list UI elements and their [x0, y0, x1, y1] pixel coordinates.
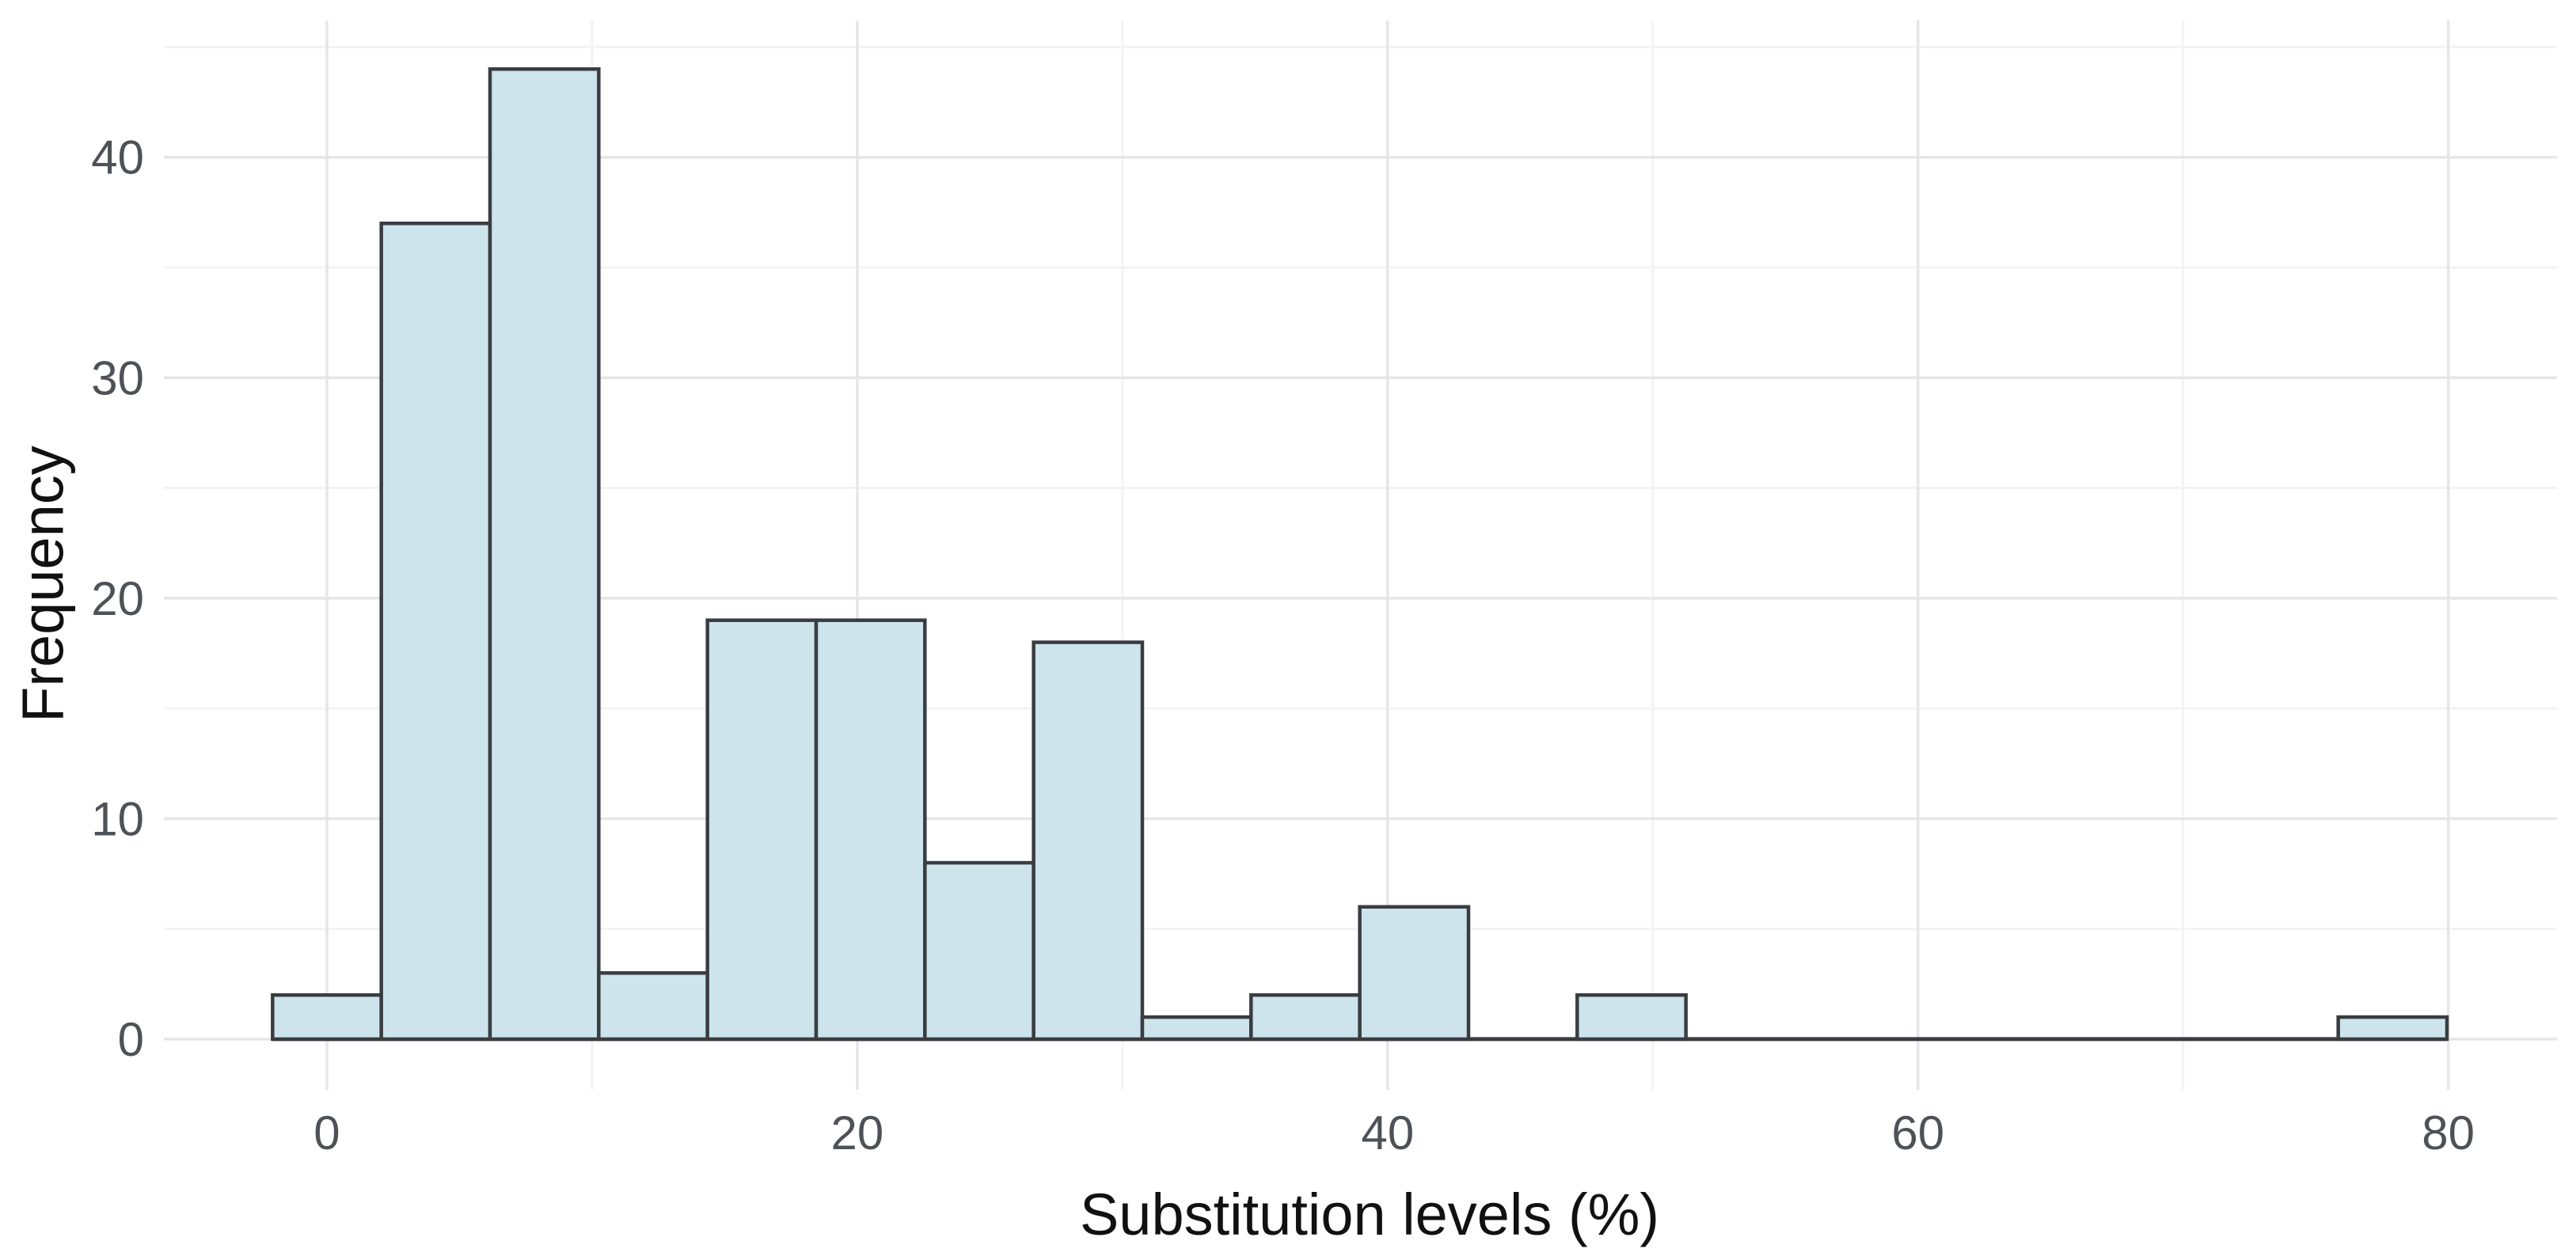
histogram-bar: [597, 971, 709, 1042]
histogram-bar: [1032, 640, 1145, 1042]
histogram-bar: [379, 222, 492, 1042]
y-tick-label: 40: [91, 131, 144, 184]
histogram-bar: [271, 992, 383, 1042]
x-tick-label: 60: [1891, 1106, 1944, 1159]
histogram-bar: [923, 860, 1035, 1042]
histogram-bar: [2336, 1015, 2449, 1042]
x-axis-title: Substitution levels (%): [1079, 1182, 1660, 1247]
y-tick-label: 30: [91, 351, 144, 404]
y-tick-label: 0: [118, 1013, 144, 1066]
y-axis-title: Frequency: [9, 446, 76, 723]
x-tick-label: 0: [313, 1106, 340, 1159]
histogram-bar: [814, 618, 927, 1042]
histogram-bar: [705, 618, 819, 1042]
histogram-bar: [1140, 1015, 1253, 1042]
x-tick-label: 80: [2422, 1106, 2475, 1159]
histogram-bar: [1249, 992, 1362, 1042]
histogram-bar: [1358, 905, 1471, 1042]
y-tick-label: 10: [91, 792, 144, 845]
x-tick-label: 40: [1361, 1106, 1414, 1159]
histogram-bar: [488, 67, 601, 1042]
y-tick-label: 20: [91, 572, 144, 625]
histogram-bar: [1575, 992, 1688, 1042]
x-tick-label: 20: [831, 1106, 884, 1159]
